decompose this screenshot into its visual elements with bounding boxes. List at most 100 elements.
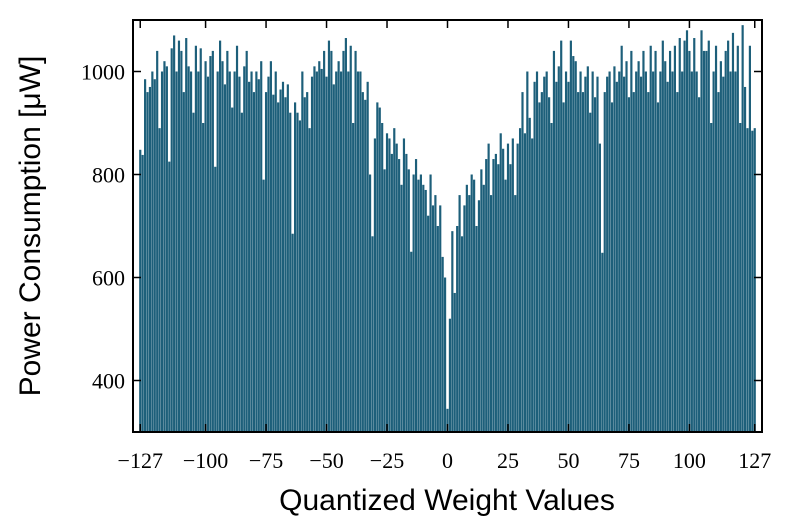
bar xyxy=(610,102,614,433)
bar xyxy=(330,50,333,433)
bar xyxy=(714,45,718,432)
bars xyxy=(139,25,756,433)
bar xyxy=(654,50,657,433)
bar xyxy=(199,48,202,432)
bar xyxy=(705,50,708,433)
y-tick-label: 800 xyxy=(92,163,125,188)
bar xyxy=(296,112,299,432)
bar xyxy=(277,102,280,433)
bar xyxy=(698,97,701,432)
bar xyxy=(323,50,326,433)
bar xyxy=(233,71,236,432)
bar xyxy=(497,164,500,432)
bar xyxy=(279,89,282,433)
bar xyxy=(189,71,193,432)
bar xyxy=(613,66,616,432)
bar xyxy=(671,71,674,432)
bar xyxy=(335,71,338,432)
bar xyxy=(146,92,149,432)
bar xyxy=(722,76,725,433)
bar xyxy=(739,123,742,432)
bar xyxy=(439,205,442,432)
bar xyxy=(647,92,650,432)
bar xyxy=(540,92,543,432)
bar xyxy=(349,45,352,432)
bar xyxy=(693,38,696,433)
bar xyxy=(635,71,638,432)
bar xyxy=(202,123,205,432)
bar xyxy=(347,71,350,432)
bar xyxy=(552,50,556,433)
bar xyxy=(284,97,287,432)
bar xyxy=(209,56,212,433)
bar xyxy=(417,179,420,432)
bar xyxy=(707,40,710,432)
bar xyxy=(661,40,664,432)
bar xyxy=(468,195,471,432)
bar xyxy=(712,71,715,432)
bar xyxy=(504,179,507,432)
bar xyxy=(170,48,173,432)
bar xyxy=(344,38,347,433)
bar xyxy=(751,130,754,432)
bar xyxy=(412,174,415,432)
bar xyxy=(298,120,302,433)
bar xyxy=(366,81,369,433)
bar xyxy=(431,205,435,432)
y-axis-label: Power Consumption [μW] xyxy=(14,56,47,397)
bar xyxy=(327,40,331,432)
bar xyxy=(664,61,667,432)
bar xyxy=(528,117,531,432)
bar xyxy=(269,61,272,432)
bar xyxy=(148,86,152,432)
bar xyxy=(144,79,147,432)
bar xyxy=(231,107,234,433)
bar xyxy=(318,61,321,432)
bar xyxy=(729,71,732,432)
bar xyxy=(187,66,190,432)
bar xyxy=(393,128,396,432)
bar xyxy=(589,112,592,432)
bar xyxy=(586,66,589,432)
bar xyxy=(463,205,466,432)
bar xyxy=(727,40,730,432)
bar xyxy=(473,179,476,432)
bar xyxy=(141,154,144,432)
bar xyxy=(487,143,490,432)
bar xyxy=(630,50,633,433)
x-tick-label: 127 xyxy=(738,448,771,473)
bar xyxy=(177,40,181,432)
bar xyxy=(492,159,495,433)
bar xyxy=(262,179,265,432)
bar xyxy=(736,45,739,432)
bar xyxy=(608,71,611,432)
bar xyxy=(555,81,558,433)
bar xyxy=(257,79,260,432)
bar xyxy=(477,200,481,432)
bar xyxy=(354,50,357,433)
bar xyxy=(676,92,679,432)
bar xyxy=(211,50,214,433)
bar xyxy=(557,66,560,432)
bar xyxy=(545,71,548,432)
bar xyxy=(702,50,706,433)
bar xyxy=(593,97,597,432)
bar xyxy=(535,71,539,432)
bar xyxy=(398,159,401,433)
bar xyxy=(325,76,328,433)
bar xyxy=(293,102,297,433)
bar xyxy=(243,66,246,432)
bar xyxy=(564,71,568,432)
bar xyxy=(574,61,577,432)
bar xyxy=(252,92,256,432)
bar xyxy=(240,112,243,432)
bar xyxy=(226,50,229,433)
bar xyxy=(219,40,222,432)
bar xyxy=(356,71,360,432)
bar xyxy=(465,184,468,432)
bar xyxy=(267,76,270,433)
bar xyxy=(373,138,377,432)
bar xyxy=(632,92,635,432)
bar xyxy=(502,148,505,432)
